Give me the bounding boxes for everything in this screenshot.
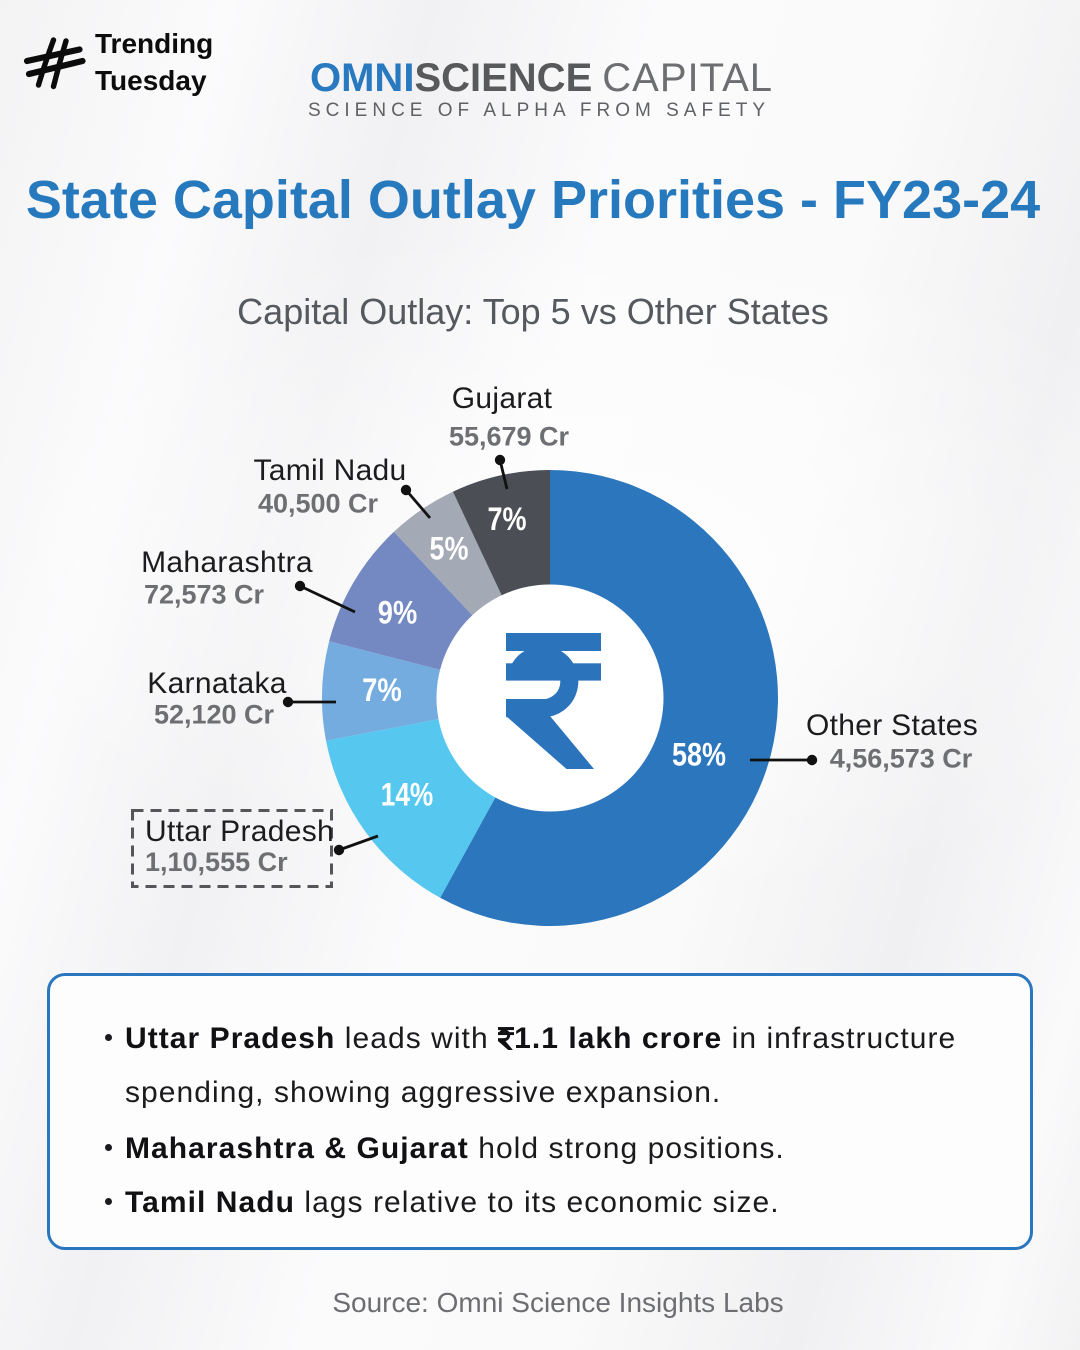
svg-text:58%: 58% [672, 737, 726, 773]
svg-text:7%: 7% [488, 502, 527, 538]
svg-text:9%: 9% [378, 596, 417, 632]
svg-text:5%: 5% [430, 531, 469, 567]
svg-text:7%: 7% [362, 673, 402, 708]
svg-text:14%: 14% [381, 778, 433, 813]
